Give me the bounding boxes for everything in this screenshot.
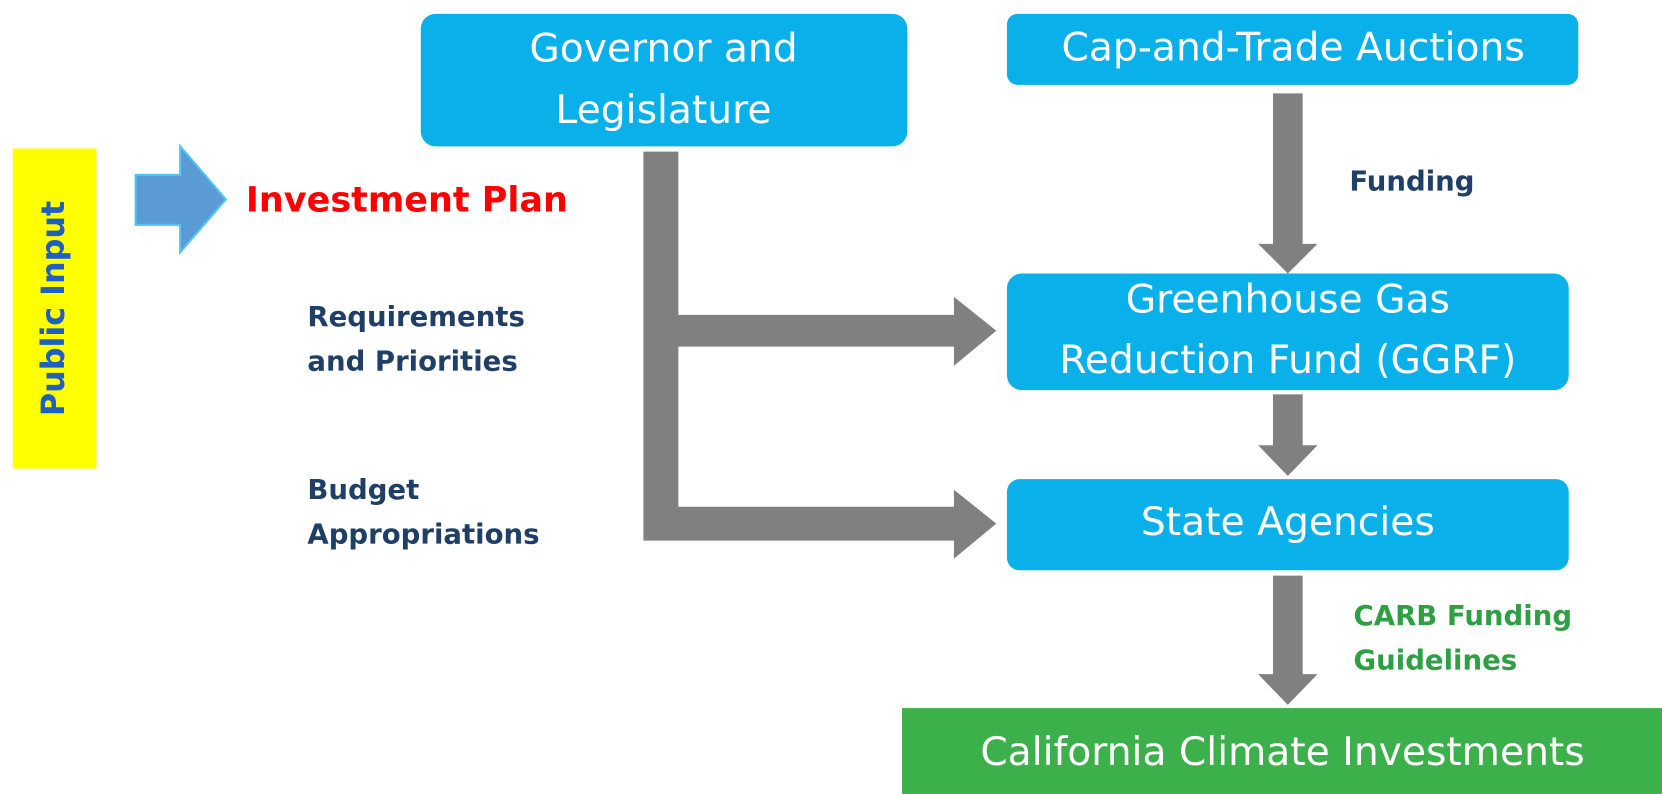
input-label: Investment Plan <box>246 180 568 220</box>
connector-arrow <box>643 151 997 559</box>
side-label: Public Input <box>35 201 72 416</box>
connector-arrow <box>1258 575 1318 705</box>
connector-arrow <box>1258 93 1318 274</box>
edge-label: and Priorities <box>307 346 517 378</box>
edge-label: CARB Funding <box>1354 600 1573 632</box>
node-label: Greenhouse Gas <box>1126 278 1450 323</box>
node-label: Governor and <box>529 26 797 71</box>
node-label: Cap-and-Trade Auctions <box>1062 25 1525 70</box>
node-label: State Agencies <box>1141 500 1435 545</box>
side-label-box <box>12 148 97 469</box>
edge-label: Guidelines <box>1354 644 1518 676</box>
node-box <box>1006 13 1579 85</box>
node-label: California Climate Investments <box>980 730 1584 775</box>
node-label: Legislature <box>556 88 772 133</box>
node-box <box>420 13 908 147</box>
node-box <box>1006 479 1569 571</box>
edge-label: Budget <box>307 474 419 506</box>
node-box <box>902 708 1662 794</box>
node-label: Reduction Fund (GGRF) <box>1059 338 1516 383</box>
edge-label: Funding <box>1349 165 1474 197</box>
input-arrow <box>134 143 228 256</box>
edge-label: Requirements <box>307 301 525 333</box>
edge-label: Appropriations <box>307 518 539 550</box>
node-box <box>1006 273 1569 391</box>
connector-arrow <box>1258 394 1318 476</box>
